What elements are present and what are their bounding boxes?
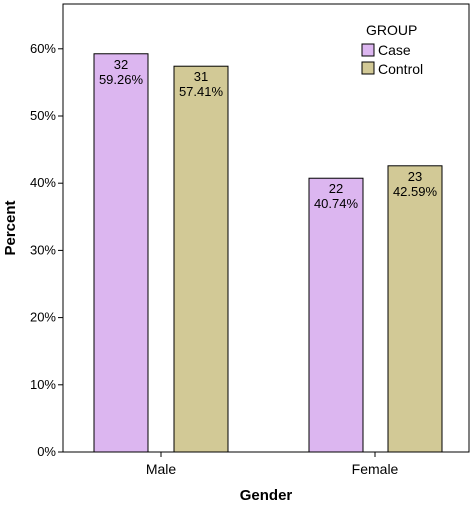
x-axis-title: Gender bbox=[240, 487, 293, 504]
bar-male-control-count-label: 31 bbox=[194, 69, 208, 84]
bar-male-case-percent-label: 59.26% bbox=[99, 72, 144, 87]
legend: GROUP Case Control bbox=[361, 22, 423, 77]
y-tick-label: 30% bbox=[30, 242, 56, 257]
legend-title: GROUP bbox=[366, 22, 417, 38]
y-tick-label: 60% bbox=[30, 41, 56, 56]
bar-male-case-count-label: 32 bbox=[114, 57, 128, 72]
y-tick-label: 50% bbox=[30, 108, 56, 123]
bar-male-case bbox=[93, 53, 149, 453]
bar-female-control bbox=[387, 165, 443, 453]
bar-male-control bbox=[173, 65, 229, 453]
y-tick-label: 20% bbox=[30, 310, 56, 325]
y-axis-title: Percent bbox=[2, 200, 19, 255]
y-tick-label: 40% bbox=[30, 175, 56, 190]
legend-swatch-case bbox=[361, 43, 375, 57]
bar-female-case-count-label: 22 bbox=[329, 181, 343, 196]
bar-female-case bbox=[308, 177, 364, 453]
legend-label-control: Control bbox=[378, 61, 423, 77]
y-axis: 0% 10% 20% 30% 40% 50% 60% bbox=[30, 41, 63, 459]
x-axis: Male Female bbox=[146, 452, 399, 477]
bar-male-control-percent-label: 57.41% bbox=[179, 84, 224, 99]
bar-female-control-percent-label: 42.59% bbox=[393, 184, 438, 199]
y-tick-label: 0% bbox=[37, 444, 56, 459]
y-tick-label: 10% bbox=[30, 377, 56, 392]
x-category-label-female: Female bbox=[352, 461, 399, 477]
legend-swatch-control bbox=[361, 61, 375, 75]
x-category-label-male: Male bbox=[146, 461, 177, 477]
bar-female-case-percent-label: 40.74% bbox=[314, 196, 359, 211]
bar-female-control-count-label: 23 bbox=[408, 169, 422, 184]
legend-label-case: Case bbox=[378, 42, 411, 58]
